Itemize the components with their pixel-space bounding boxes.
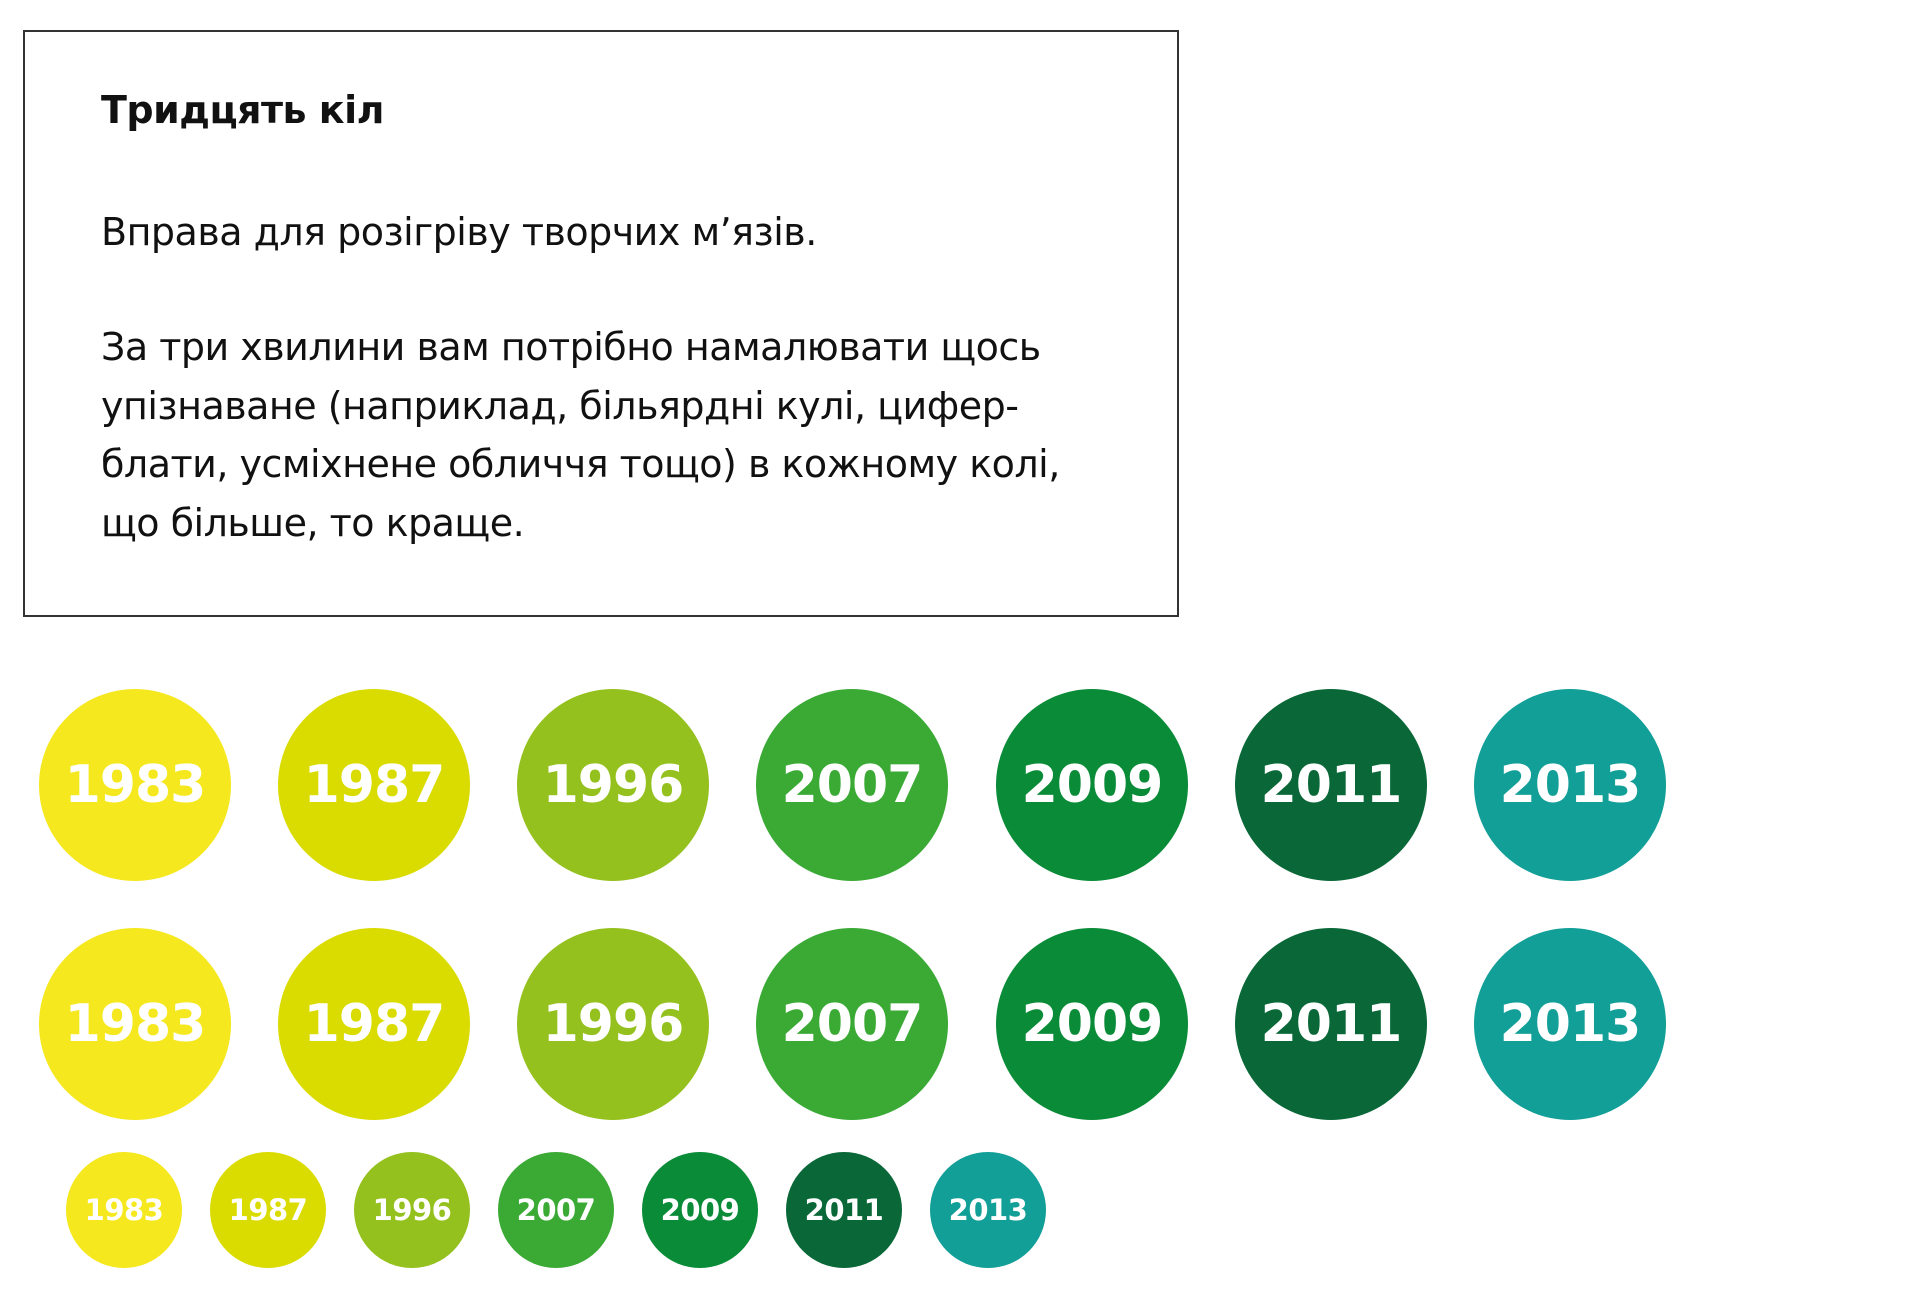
year-circle-1996[interactable]: 1996 bbox=[517, 928, 709, 1120]
year-circle-label: 1987 bbox=[303, 755, 446, 815]
year-circle-1987[interactable]: 1987 bbox=[210, 1152, 326, 1268]
year-circle-2013[interactable]: 2013 bbox=[1474, 689, 1666, 881]
year-circle-label: 2007 bbox=[516, 1193, 596, 1227]
year-circle-label: 2013 bbox=[1499, 755, 1642, 815]
year-circle-1996[interactable]: 1996 bbox=[354, 1152, 470, 1268]
year-circle-label: 2009 bbox=[1021, 755, 1164, 815]
year-circle-label: 1987 bbox=[303, 994, 446, 1054]
year-circle-1983[interactable]: 1983 bbox=[39, 689, 231, 881]
year-circle-label: 2009 bbox=[1021, 994, 1164, 1054]
year-circle-label: 2013 bbox=[1499, 994, 1642, 1054]
year-circle-label: 2011 bbox=[1260, 755, 1403, 815]
year-circle-2007[interactable]: 2007 bbox=[498, 1152, 614, 1268]
year-circle-label: 2007 bbox=[781, 755, 924, 815]
year-circle-2011[interactable]: 2011 bbox=[1235, 928, 1427, 1120]
year-circle-label: 2013 bbox=[948, 1193, 1028, 1227]
year-circle-1987[interactable]: 1987 bbox=[278, 689, 470, 881]
exercise-card: Тридцять кіл Вправа для розігріву творчи… bbox=[23, 30, 1179, 617]
year-circle-2009[interactable]: 2009 bbox=[996, 689, 1188, 881]
exercise-instructions: За три хвилини вам потрібно намалювати щ… bbox=[101, 318, 1171, 552]
year-circle-2011[interactable]: 2011 bbox=[786, 1152, 902, 1268]
year-circle-label: 2011 bbox=[1260, 994, 1403, 1054]
year-circle-label: 1987 bbox=[228, 1193, 308, 1227]
year-circle-label: 2011 bbox=[804, 1193, 884, 1227]
year-circle-1983[interactable]: 1983 bbox=[39, 928, 231, 1120]
instructions-line: що більше, то краще. bbox=[101, 500, 525, 545]
year-circle-2013[interactable]: 2013 bbox=[930, 1152, 1046, 1268]
year-circle-1987[interactable]: 1987 bbox=[278, 928, 470, 1120]
year-circle-1983[interactable]: 1983 bbox=[66, 1152, 182, 1268]
year-circle-label: 1983 bbox=[84, 1193, 164, 1227]
year-circle-2013[interactable]: 2013 bbox=[1474, 928, 1666, 1120]
exercise-title: Тридцять кіл bbox=[101, 88, 384, 132]
year-circle-label: 1983 bbox=[64, 755, 207, 815]
year-circle-2007[interactable]: 2007 bbox=[756, 928, 948, 1120]
year-circle-label: 1996 bbox=[542, 994, 685, 1054]
instructions-line: За три хвилини вам потрібно намалювати щ… bbox=[101, 325, 1041, 369]
year-circle-2009[interactable]: 2009 bbox=[996, 928, 1188, 1120]
year-circle-2009[interactable]: 2009 bbox=[642, 1152, 758, 1268]
year-circle-label: 1983 bbox=[64, 994, 207, 1054]
year-circle-2007[interactable]: 2007 bbox=[756, 689, 948, 881]
year-circle-label: 2007 bbox=[781, 994, 924, 1054]
exercise-subtitle: Вправа для розігріву творчих м’язів. bbox=[101, 210, 817, 254]
year-circle-label: 1996 bbox=[372, 1193, 452, 1227]
year-circle-1996[interactable]: 1996 bbox=[517, 689, 709, 881]
instructions-line: упізнаване (наприклад, більярдні кулі, ц… bbox=[101, 383, 1019, 428]
instructions-line: блати, усміхнене обличчя тощо) в кожному… bbox=[101, 442, 1060, 486]
year-circle-2011[interactable]: 2011 bbox=[1235, 689, 1427, 881]
year-circle-label: 1996 bbox=[542, 755, 685, 815]
year-circle-label: 2009 bbox=[660, 1193, 740, 1227]
